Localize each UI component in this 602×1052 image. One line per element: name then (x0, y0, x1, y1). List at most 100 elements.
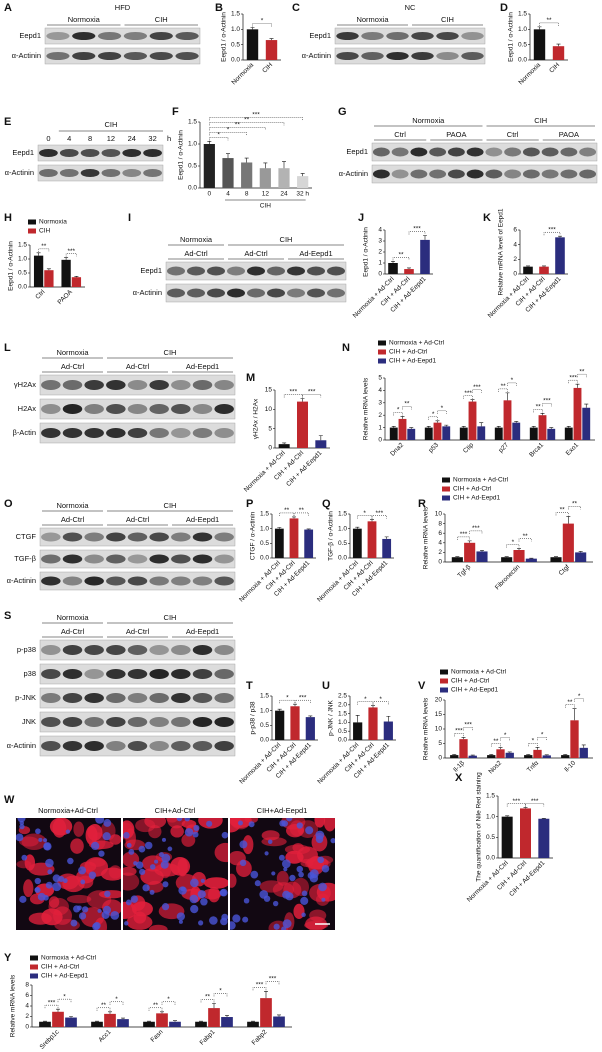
error-bar (523, 807, 528, 809)
nucleus (286, 818, 293, 822)
legend-swatch (30, 973, 38, 979)
y-tick-label: 3 (378, 400, 382, 407)
x-tick-label: Tgf-β (457, 563, 473, 579)
significance-bracket (209, 137, 229, 141)
bar (451, 557, 463, 562)
blot-band (386, 32, 409, 40)
error-bar (292, 516, 296, 519)
nucleus (315, 830, 325, 840)
y-tick-label: 1.0 (518, 26, 527, 33)
cell (85, 825, 98, 846)
y-tick-label: 1.5 (260, 693, 269, 700)
error-bar (199, 1020, 203, 1022)
blot-band (436, 52, 459, 60)
bar (487, 755, 496, 758)
x-tick-label: Ctip (462, 441, 475, 454)
x-tick-label: 24 (280, 191, 288, 198)
y-axis-label: Relative mRNA levels (10, 974, 17, 1037)
nucleus (43, 842, 51, 851)
subgroup-label: Ad-Ctrl (61, 362, 85, 371)
error-bar (566, 426, 571, 428)
blot-band (214, 645, 234, 655)
cell (123, 901, 137, 920)
y-tick-label: 1.5 (231, 11, 240, 18)
blot-band (84, 717, 104, 727)
bar (501, 816, 513, 858)
blot-band (127, 532, 148, 542)
error-bar (566, 516, 571, 524)
blot-strip (39, 549, 236, 569)
blot-band (106, 717, 126, 727)
x-tick-label: 0 (208, 191, 212, 198)
y-tick-label: 4 (513, 241, 517, 248)
significance-label: * (115, 996, 118, 1003)
nucleus (43, 838, 48, 843)
significance-bracket (525, 803, 545, 807)
blot-strip (371, 164, 598, 184)
y-axis-label: CTGF / α-Actinin (250, 511, 257, 560)
lane-label: 32 (148, 134, 156, 143)
bar (523, 266, 533, 274)
y-tick-label: 0 (438, 755, 442, 762)
y-tick-label: 8 (25, 982, 29, 989)
nucleus (281, 859, 291, 869)
row-label: p38 (23, 669, 36, 678)
bar (550, 557, 562, 562)
lane-label: 4 (67, 134, 71, 143)
blot-band (127, 404, 148, 414)
nucleus (221, 913, 228, 921)
significance-label: *** (543, 398, 551, 405)
bar (289, 518, 299, 558)
lane-label: 12 (107, 134, 115, 143)
nucleus (301, 890, 308, 897)
bar (195, 1021, 207, 1027)
bar (241, 162, 253, 188)
group-label: Normoxia (56, 501, 89, 510)
bar (420, 239, 430, 274)
nucleus (200, 898, 208, 906)
error-bar (212, 1003, 216, 1009)
panel-letter: H (4, 212, 12, 224)
bar (274, 528, 284, 558)
blot-band (106, 428, 126, 438)
nucleus (167, 846, 173, 852)
significance-label: *** (569, 374, 577, 381)
nucleus (178, 919, 183, 924)
blot-band (336, 32, 359, 40)
significance-label: * (511, 377, 514, 384)
group-label: Normoxia (412, 116, 445, 125)
y-tick-label: 2.0 (338, 702, 347, 709)
blot-strip (371, 142, 598, 162)
error-bar (306, 528, 311, 530)
significance-label: ** (205, 994, 211, 1001)
significance-label: ** (501, 383, 507, 390)
blot-band (149, 532, 169, 542)
group-label: CIH (534, 116, 547, 125)
y-axis-label: Eepd1 / α-Actinin (178, 130, 185, 180)
error-bar (264, 991, 268, 999)
y-tick-label: 6 (25, 992, 29, 999)
blot-band (127, 576, 148, 586)
significance-bracket (65, 253, 77, 257)
blot-band (167, 288, 185, 298)
nucleus (184, 818, 190, 822)
error-bar (544, 754, 549, 756)
cell (203, 877, 228, 889)
blot-band (41, 576, 61, 586)
error-bar (444, 424, 449, 427)
error-bar (479, 422, 484, 427)
row-label: α-Actinin (5, 168, 34, 177)
significance-label: ** (41, 243, 47, 250)
bar (259, 168, 271, 188)
y-tick-label: 1.5 (518, 11, 527, 18)
lane-unit: h (167, 134, 171, 143)
panel-letter: L (4, 342, 11, 354)
row-label: p-JNK (15, 693, 36, 702)
subgroup-label: Ad-Ctrl (126, 627, 150, 636)
blot-band (214, 404, 234, 414)
bar (33, 255, 44, 287)
significance-label: * (227, 127, 230, 134)
bar (524, 755, 533, 758)
cell (304, 920, 329, 930)
nucleus (142, 884, 150, 892)
